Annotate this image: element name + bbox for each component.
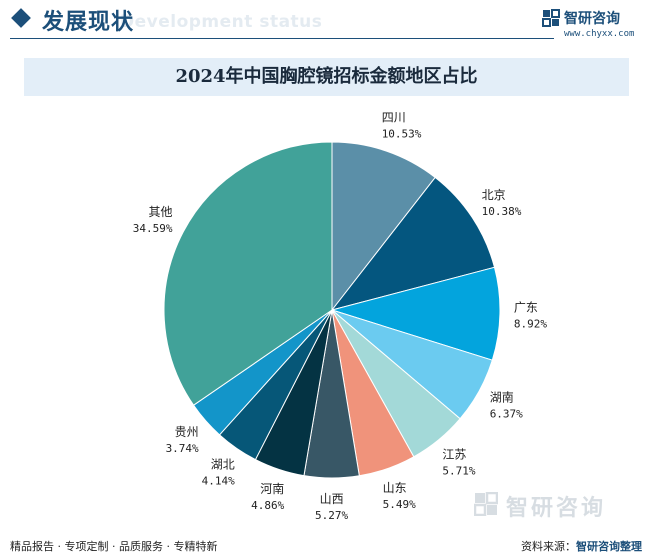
- slice-percent-7: 4.86%: [251, 499, 284, 512]
- slice-label-8: 湖北: [211, 456, 235, 471]
- pie-chart: 四川 10.53% 北京 10.38% 广东 8.92% 湖南 6.37% 江苏 5.71% 山东 5…: [133, 111, 548, 522]
- brand-block: 智研咨询 www.chyxx.com: [542, 7, 642, 41]
- pie-slice-10: [163, 141, 333, 406]
- slice-label-1: 北京: [482, 188, 506, 202]
- slice-percent-10: 34.59%: [133, 222, 173, 235]
- slice-label-9: 贵州: [175, 425, 199, 439]
- footer-source: 资料来源：智研咨询整理: [521, 538, 642, 554]
- page-footer: 精品报告 · 专项定制 · 品质服务 · 专精特新 资料来源：智研咨询整理: [0, 528, 656, 558]
- brand-logo-icon: [542, 9, 560, 27]
- slice-percent-1: 10.38%: [482, 205, 522, 218]
- chart-title-bar: 2024年中国胸腔镜招标金额地区占比: [24, 58, 629, 96]
- header-title: 发展现状: [42, 10, 135, 35]
- header-subtitle: Development status: [120, 12, 323, 32]
- slice-label-0: 四川: [382, 111, 406, 125]
- slice-label-4: 江苏: [442, 448, 466, 462]
- header-divider: [10, 38, 554, 39]
- slice-percent-6: 5.27%: [315, 509, 348, 522]
- page-header: Development status 发展现状 智研咨询 www.chyxx.c…: [0, 0, 656, 40]
- slice-percent-9: 3.74%: [166, 442, 199, 455]
- watermark-text: 智研咨询: [506, 496, 607, 521]
- slice-percent-8: 4.14%: [202, 474, 235, 487]
- watermark-logo: 智研咨询: [474, 490, 644, 521]
- slice-label-7: 河南: [260, 481, 284, 496]
- watermark-logo-icon: [474, 492, 498, 516]
- slice-label-10: 其他: [148, 205, 172, 219]
- pie-slice-0: [331, 141, 436, 312]
- slice-label-6: 山西: [320, 492, 344, 506]
- source-value: 智研咨询整理: [576, 540, 642, 553]
- pie-slice-2: [330, 266, 501, 361]
- pie-slice-1: [330, 176, 496, 311]
- slice-percent-3: 6.37%: [490, 408, 523, 421]
- slice-percent-0: 10.53%: [382, 128, 422, 141]
- slice-percent-4: 5.71%: [442, 465, 475, 478]
- slice-label-3: 湖南: [490, 390, 514, 405]
- source-label: 资料来源：: [521, 540, 576, 553]
- chart-title: 2024年中国胸腔镜招标金额地区占比: [175, 66, 478, 87]
- slice-percent-2: 8.92%: [514, 318, 547, 331]
- brand-url: www.chyxx.com: [564, 29, 635, 39]
- slice-label-2: 广东: [514, 301, 538, 315]
- slice-label-5: 山东: [383, 481, 407, 495]
- slice-percent-5: 5.49%: [383, 498, 416, 511]
- footer-tagline: 精品报告 · 专项定制 · 品质服务 · 专精特新: [10, 540, 218, 553]
- brand-name: 智研咨询: [564, 11, 620, 27]
